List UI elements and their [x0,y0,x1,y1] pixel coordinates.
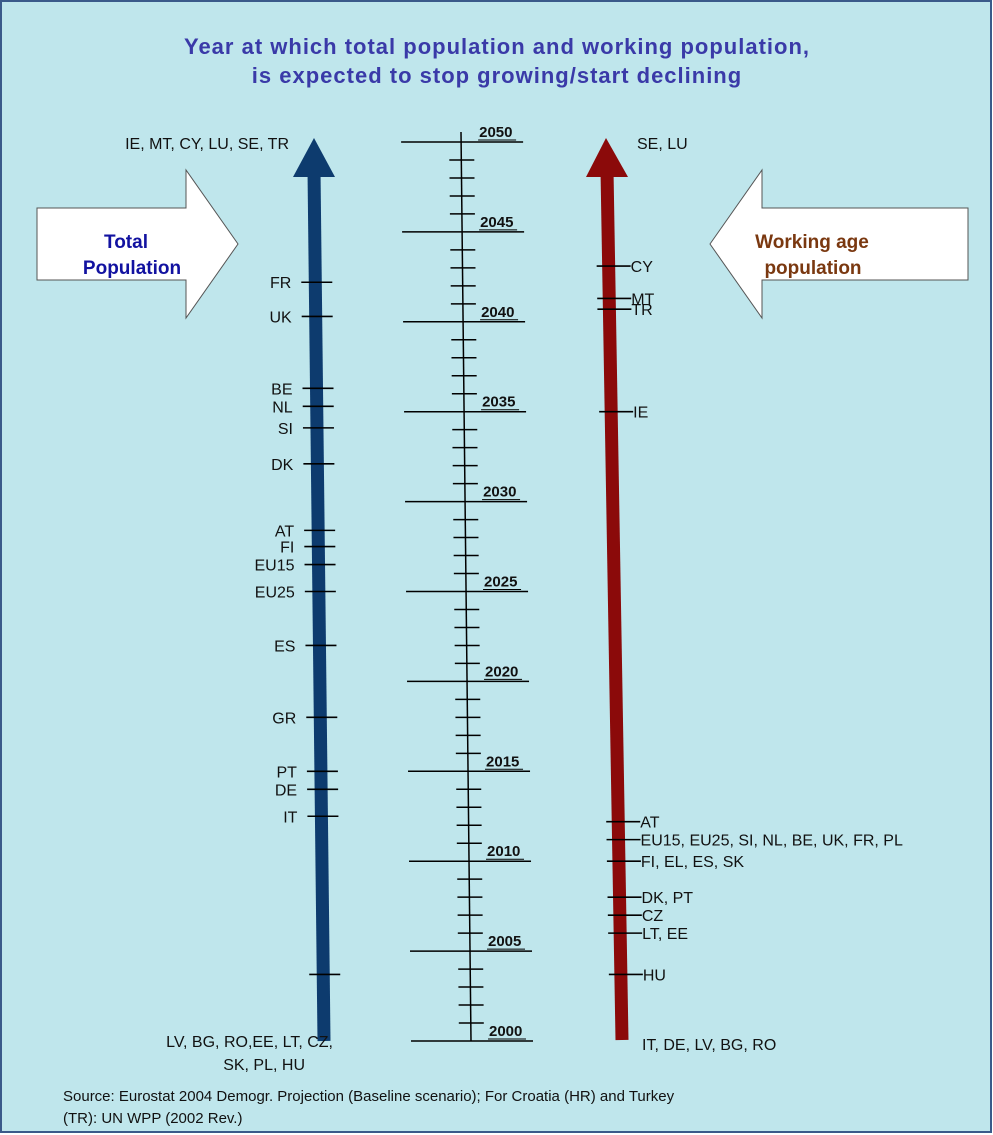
total-population-box-arrow [36,168,239,320]
total-top-label: IE, MT, CY, LU, SE, TR [125,136,289,153]
year-label-2035: 2035 [482,394,515,411]
total-marker-label-DK: DK [271,457,294,474]
working-marker-label-LT: LT, EE [642,926,688,943]
working-top-label: SE, LU [637,136,688,153]
working-marker-label-DK: DK, PT [642,890,694,907]
working-age-arrowhead [586,138,628,177]
working-marker-label-AT: AT [640,815,659,832]
total-bottom-label-line-2: SK, PL, HU [223,1057,305,1074]
total-marker-label-NL: NL [272,399,293,416]
working-marker-label-TR: TR [631,302,652,319]
working-age-box-line-1: Working age [755,232,869,253]
year-label-2015: 2015 [486,753,519,770]
working-age-arrow-shaft [600,169,629,1041]
total-marker-label-AT: AT [275,523,294,540]
year-label-2045: 2045 [480,214,513,231]
year-label-2030: 2030 [483,484,516,501]
total-population-box-line-2: Population [83,258,181,279]
total-marker-label-PT: PT [276,764,297,781]
working-age-box-arrow [709,168,969,320]
total-marker-label-DE: DE [275,782,297,799]
working-age-box-line-2: population [764,258,861,279]
total-population-box-line-1: Total [104,232,148,253]
working-marker-label-HU: HU [643,967,666,984]
total-bottom-label-line-1: LV, BG, RO,EE, LT, CZ, [166,1034,333,1051]
source-line-2: (TR): UN WPP (2002 Rev.) [63,1110,242,1127]
total-population-arrow-shaft [307,169,331,1042]
total-marker-label-IT: IT [283,809,297,826]
year-label-2000: 2000 [489,1023,522,1040]
total-marker-label-SI: SI [278,421,293,438]
year-scale-axis [460,131,472,1042]
year-scale: 2000 2005 2010 2015 2020 2025 2030 2035 2040 2045… [401,124,533,1042]
year-label-2050: 2050 [479,124,512,141]
working-marker-label-MT: MT [631,291,654,308]
total-marker-label-EU25: EU25 [255,585,295,602]
year-label-2010: 2010 [487,843,520,860]
total-marker-label-GR: GR [272,710,296,727]
year-label-2040: 2040 [481,304,514,321]
working-marker-label-FI: FI, EL, ES, SK [641,854,744,871]
year-label-2025: 2025 [484,574,517,591]
working-marker-label-EU15: EU15, EU25, SI, NL, BE, UK, FR, PL [641,833,903,850]
year-label-2020: 2020 [485,663,518,680]
working-marker-label-CY: CY [631,259,654,276]
working-bottom-label: IT, DE, LV, BG, RO [642,1037,776,1054]
total-marker-label-BE: BE [271,381,292,398]
total-population-arrowhead [293,138,335,177]
working-marker-label-IE: IE [633,405,648,422]
total-marker-label-EU15: EU15 [254,558,294,575]
total-marker-label-FI: FI [280,540,294,557]
title-line-2: is expected to stop growing/start declin… [252,63,742,88]
total-marker-label-ES: ES [274,638,295,655]
total-marker-label-FR: FR [270,275,291,292]
source-line-1: Source: Eurostat 2004 Demogr. Projection… [63,1088,675,1105]
title-line-1: Year at which total population and worki… [184,34,810,59]
working-marker-label-CZ: CZ [642,908,664,925]
total-marker-label-UK: UK [269,309,292,326]
year-label-2005: 2005 [488,933,521,950]
